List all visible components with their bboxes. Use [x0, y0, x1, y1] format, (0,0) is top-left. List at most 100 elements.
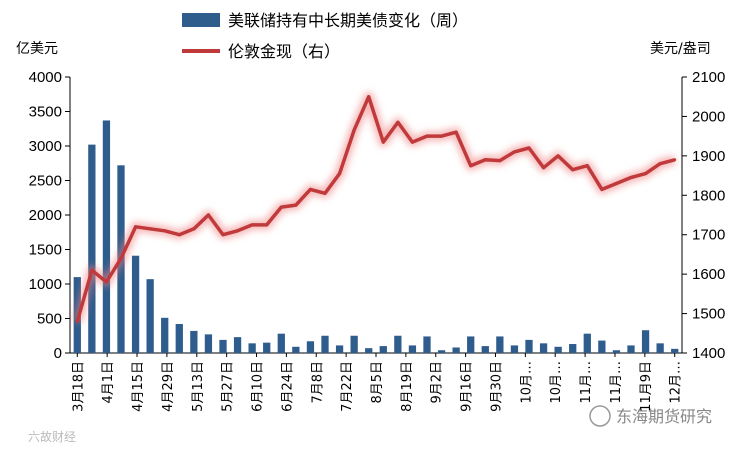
x-tick-label: 9月16日 [460, 361, 475, 412]
bar [525, 339, 533, 353]
bar [656, 343, 664, 353]
bar [437, 350, 446, 353]
line-point [673, 158, 677, 162]
line-point [644, 172, 648, 176]
bar [423, 336, 431, 353]
y-left-tick-label: 2500 [29, 173, 62, 190]
line-point [279, 205, 283, 209]
line-point [381, 140, 385, 144]
x-tick-label: 7月22日 [340, 361, 355, 412]
bar [219, 339, 227, 353]
bar [248, 343, 256, 353]
line-point [469, 164, 473, 168]
bar [583, 333, 591, 353]
bar [102, 120, 111, 353]
line-point [585, 164, 589, 168]
x-tick-label: 3月18日 [71, 361, 86, 412]
y-right-tick-label: 1800 [692, 187, 725, 204]
bar [481, 346, 489, 353]
y-left-tick-label: 3500 [29, 104, 62, 121]
legend-bar-label: 美联储持有中长期美债变化（周） [228, 11, 468, 30]
line-point [498, 159, 502, 163]
line-point [512, 150, 516, 154]
y-right-tick-label: 2100 [692, 69, 725, 86]
bar [496, 336, 504, 353]
x-tick-label: 9月2日 [430, 361, 445, 404]
line-series-group [72, 91, 677, 323]
line-point [134, 225, 138, 229]
line-point [323, 191, 327, 195]
bar [510, 345, 519, 353]
line-point [206, 213, 210, 217]
line-point [556, 154, 560, 158]
line-point [483, 158, 487, 162]
line-point [658, 162, 662, 166]
line-point [571, 168, 575, 172]
x-tick-label: 6月24日 [280, 361, 295, 412]
line-point [250, 223, 254, 227]
bar [612, 350, 621, 353]
line-point [221, 233, 225, 237]
x-tick-label: 11月9日 [639, 361, 654, 412]
x-tick-label: 10月… [549, 361, 564, 404]
line-point [527, 146, 531, 150]
bar [408, 345, 417, 353]
x-tick-label: 10月… [519, 361, 534, 404]
line-point [440, 134, 444, 138]
line-point [104, 280, 108, 284]
watermark-brand: 东海期货研究 [616, 407, 712, 426]
line-point [265, 223, 269, 227]
bar [452, 347, 460, 353]
y-left-tick-label: 0 [54, 345, 62, 362]
line-point [177, 233, 181, 237]
bar-series-group [73, 120, 679, 353]
line-series [75, 94, 676, 322]
line-point [148, 227, 152, 231]
x-tick-label: 11月… [579, 361, 594, 404]
bar [292, 346, 300, 353]
bar [277, 333, 285, 353]
line-point [352, 128, 356, 132]
y-right-tick-label: 1600 [692, 266, 725, 283]
y-right-tick-label: 1500 [692, 306, 725, 323]
bar [88, 144, 96, 353]
y-right-tick-label: 1900 [692, 148, 725, 165]
x-tick-label: 9月30日 [490, 361, 505, 412]
line-point [410, 140, 414, 144]
x-tick-label: 5月13日 [191, 361, 206, 412]
x-tick-label: 4月1日 [101, 361, 116, 404]
line-point [338, 172, 342, 176]
bar [467, 336, 475, 353]
line-point [614, 182, 618, 185]
bar [598, 340, 606, 353]
line-point [163, 229, 167, 233]
line-point [542, 166, 546, 170]
bar [335, 345, 344, 353]
x-tick-label: 5月27日 [221, 361, 236, 412]
bar [204, 334, 213, 353]
bar [627, 345, 635, 353]
bar [569, 344, 577, 353]
x-tick-label: 11月… [609, 361, 624, 404]
y-right-tick-label: 2000 [692, 108, 725, 125]
line-point [396, 120, 400, 124]
x-tick-label: 8月19日 [400, 361, 415, 412]
line-point [367, 95, 371, 99]
x-tick-label: 4月15日 [131, 361, 146, 412]
line-point [425, 134, 429, 138]
bar [263, 342, 271, 353]
legend-line-label: 伦敦金现（右） [228, 42, 340, 61]
y-left-tick-label: 1500 [29, 242, 62, 259]
bar [365, 348, 373, 353]
y-left-tick-label: 3000 [29, 138, 62, 155]
bar [394, 335, 402, 353]
y-right-unit-label: 美元/盎司 [650, 41, 711, 57]
x-tick-label: 4月29日 [161, 361, 176, 412]
bar [641, 330, 650, 353]
line-point [600, 187, 604, 191]
bar [306, 341, 315, 353]
y-left-unit-label: 亿美元 [16, 41, 58, 57]
y-left-tick-label: 4000 [29, 69, 62, 86]
x-tick-label: 8月5日 [370, 361, 385, 404]
line-point [75, 320, 79, 323]
